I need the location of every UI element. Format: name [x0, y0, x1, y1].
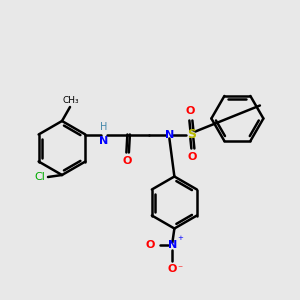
Text: O: O	[168, 265, 177, 275]
Text: CH₃: CH₃	[63, 96, 79, 105]
Text: ⁻: ⁻	[177, 265, 182, 275]
Text: O: O	[123, 157, 132, 166]
Text: O: O	[145, 239, 154, 250]
Text: N: N	[168, 239, 177, 250]
Text: Cl: Cl	[34, 172, 45, 182]
Text: O: O	[186, 106, 195, 116]
Text: N: N	[99, 136, 108, 146]
Text: O: O	[188, 152, 197, 163]
Text: +: +	[177, 235, 183, 241]
Text: H: H	[100, 122, 107, 133]
Text: S: S	[187, 128, 196, 141]
Text: N: N	[165, 130, 174, 140]
